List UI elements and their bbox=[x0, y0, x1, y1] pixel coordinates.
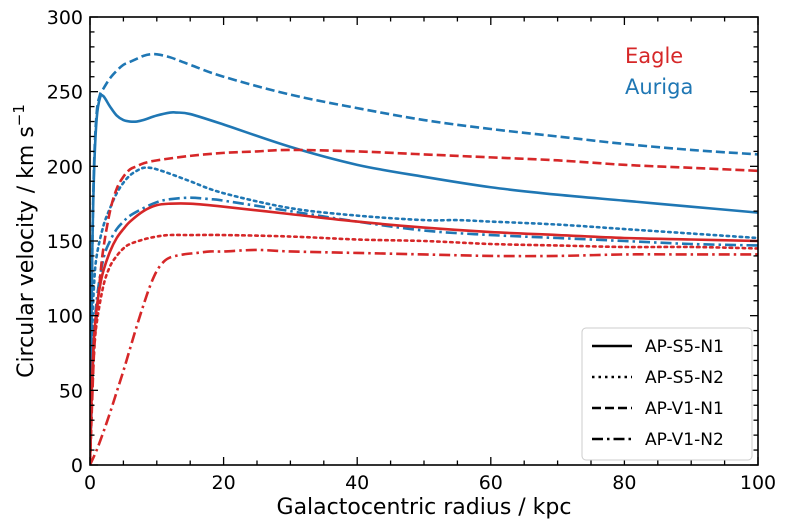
legend-box bbox=[581, 327, 753, 461]
x-tick-label: 20 bbox=[212, 472, 236, 494]
series-line-eagle-ap-v1-n1 bbox=[90, 148, 758, 465]
x-tick-label: 80 bbox=[612, 472, 636, 494]
x-tick-label: 100 bbox=[740, 472, 776, 494]
y-tick-label: 100 bbox=[47, 306, 83, 328]
legend: AP-S5-N1 AP-S5-N2 AP-V1-N1 AP-V1-N2 bbox=[581, 327, 753, 461]
x-tick-label: 60 bbox=[479, 472, 503, 494]
series-line-eagle-ap-s5-n2 bbox=[90, 233, 758, 465]
y-tick-label: 150 bbox=[47, 231, 83, 253]
legend-label-ap-s5-n2: AP-S5-N2 bbox=[645, 368, 724, 388]
x-axis-title: Galactocentric radius / kpc bbox=[277, 495, 572, 520]
y-axis-title-sup: −1 bbox=[10, 104, 28, 126]
y-tick-label: 250 bbox=[47, 82, 83, 104]
y-axis-title-main: Circular velocity / km s bbox=[14, 126, 39, 378]
y-axis-title: Circular velocity / km s−1 bbox=[10, 104, 39, 378]
x-tick-label: 40 bbox=[345, 472, 369, 494]
legend-label-ap-s5-n1: AP-S5-N1 bbox=[645, 337, 724, 357]
series-line-eagle-ap-v1-n2 bbox=[90, 248, 758, 465]
series-line-auriga-ap-s5-n2 bbox=[90, 166, 758, 465]
legend-label-ap-v1-n2: AP-V1-N2 bbox=[645, 430, 724, 450]
legend-label-ap-v1-n1: AP-V1-N1 bbox=[645, 399, 724, 419]
y-tick-label: 300 bbox=[47, 7, 83, 29]
y-tick-label: 50 bbox=[59, 380, 83, 402]
y-tick-label: 0 bbox=[71, 455, 83, 477]
series-line-auriga-ap-v1-n2 bbox=[90, 196, 758, 465]
annotation-auriga: Auriga bbox=[625, 75, 693, 99]
x-tick-label: 0 bbox=[84, 472, 96, 494]
annotation-eagle: Eagle bbox=[625, 44, 683, 68]
y-tick-label: 200 bbox=[47, 156, 83, 178]
series-layer bbox=[90, 52, 758, 465]
series-line-auriga-ap-v1-n1 bbox=[90, 52, 758, 465]
plot-frame bbox=[89, 16, 759, 466]
labels-layer: 0 20 40 60 80 100 0 50 100 150 200 250 300 bbox=[47, 7, 776, 494]
